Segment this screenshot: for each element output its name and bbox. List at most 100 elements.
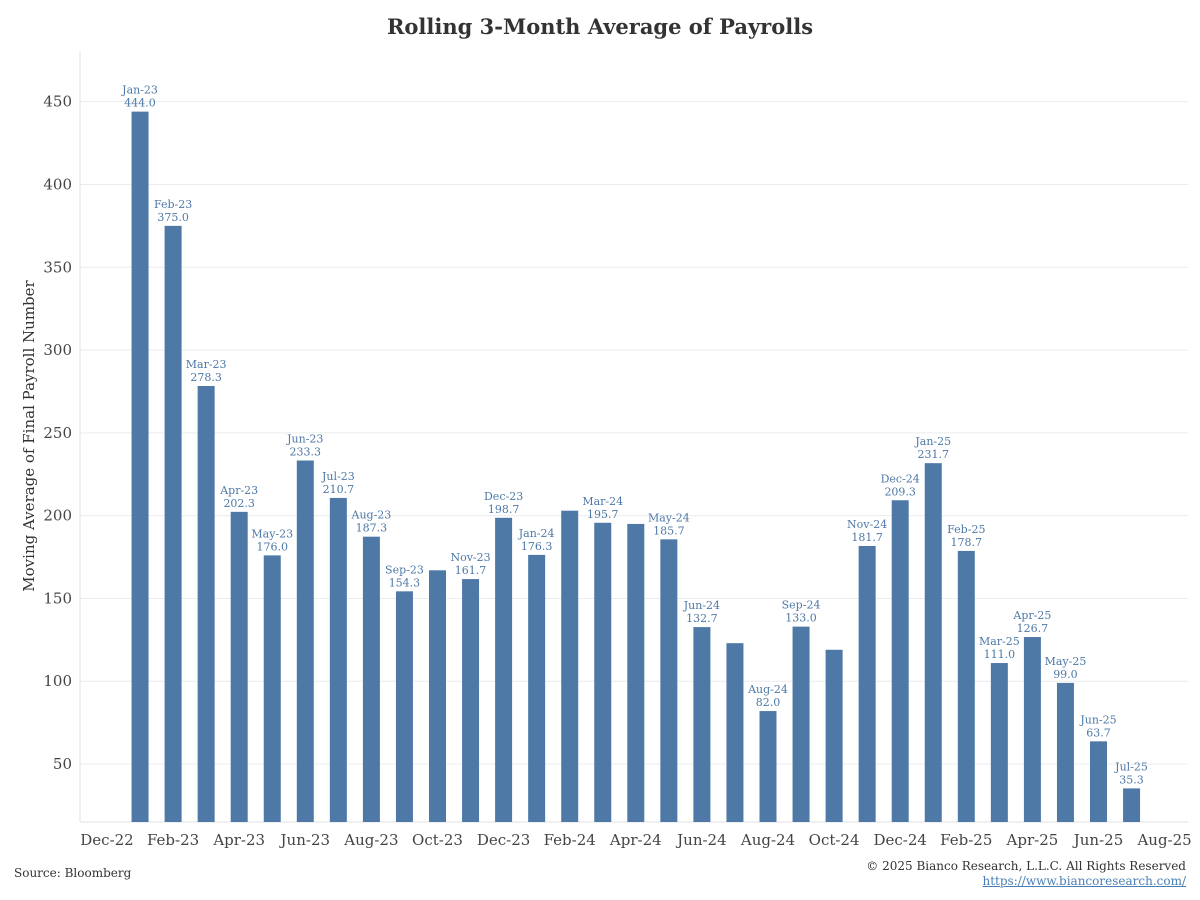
data-label-value: 82.0 <box>756 696 781 709</box>
data-label-category: Mar-24 <box>582 495 623 508</box>
bar-feb-24 <box>561 510 579 822</box>
bar-feb-25 <box>957 550 975 822</box>
bar-aug-23 <box>362 536 380 822</box>
bar-jul-23 <box>329 497 347 822</box>
bar-apr-24 <box>627 523 645 822</box>
data-label-value: 161.7 <box>455 564 487 577</box>
data-label-category: Mar-25 <box>979 635 1020 648</box>
x-tick-label: Feb-24 <box>544 831 596 849</box>
data-label-value: 176.0 <box>257 540 289 553</box>
bar-jun-23 <box>296 460 314 822</box>
y-tick-label: 50 <box>53 755 72 773</box>
data-label-category: Jan-23 <box>121 84 158 97</box>
data-label-category: May-24 <box>648 511 690 524</box>
x-tick-label: Aug-23 <box>343 831 398 849</box>
data-label-value: 231.7 <box>918 448 950 461</box>
data-label-category: Nov-24 <box>847 518 887 531</box>
data-label-category: Dec-23 <box>484 490 523 503</box>
data-label-value: 210.7 <box>323 483 355 496</box>
x-tick-label: Aug-24 <box>740 831 795 849</box>
data-label-category: Jun-25 <box>1079 713 1116 726</box>
y-tick-label: 250 <box>43 424 72 442</box>
bar-sep-24 <box>792 626 810 822</box>
bar-nov-24 <box>858 545 876 822</box>
bar-dec-24 <box>891 500 909 822</box>
data-label-value: 35.3 <box>1119 773 1144 786</box>
x-tick-label: Apr-23 <box>212 831 265 849</box>
data-label-value: 278.3 <box>190 371 222 384</box>
x-tick-label: Oct-24 <box>809 831 860 849</box>
x-tick-label: Feb-23 <box>147 831 199 849</box>
bar-feb-23 <box>164 225 182 822</box>
data-label-value: 154.3 <box>389 576 421 589</box>
data-label-category: Jul-25 <box>1114 760 1148 773</box>
y-tick-label: 100 <box>43 672 72 690</box>
data-label-value: 233.3 <box>290 446 322 459</box>
data-label-value: 133.0 <box>785 612 817 625</box>
data-labels: Jan-23444.0Feb-23375.0Mar-23278.3Apr-232… <box>121 84 1148 787</box>
bar-dec-23 <box>495 517 513 822</box>
copyright-note: © 2025 Bianco Research, L.L.C. All Right… <box>866 859 1186 873</box>
x-tick-label: Aug-25 <box>1136 831 1191 849</box>
bar-sep-23 <box>395 591 413 822</box>
bar-oct-23 <box>429 570 446 822</box>
bar-mar-23 <box>197 385 215 822</box>
x-tick-label: Apr-24 <box>609 831 662 849</box>
data-label-value: 99.0 <box>1053 668 1078 681</box>
x-tick-label: Dec-24 <box>873 831 926 849</box>
data-label-category: Dec-24 <box>881 472 920 485</box>
data-label-value: 111.0 <box>984 648 1016 661</box>
bar-apr-25 <box>1023 637 1041 822</box>
y-tick-label: 150 <box>43 589 72 607</box>
y-axis-label: Moving Average of Final Payroll Number <box>20 279 38 591</box>
y-tick-label: 400 <box>43 175 72 193</box>
data-label-category: Aug-23 <box>351 509 392 522</box>
data-label-category: Jun-24 <box>683 599 720 612</box>
website-link[interactable]: https://www.biancoresearch.com/ <box>982 874 1186 888</box>
data-label-value: 178.7 <box>951 536 983 549</box>
x-tick-label: Feb-25 <box>940 831 992 849</box>
bar-jan-24 <box>528 554 546 822</box>
data-label-category: Feb-23 <box>154 198 192 211</box>
data-label-value: 444.0 <box>124 97 156 110</box>
bars <box>131 111 1141 822</box>
x-tick-label: Jun-23 <box>279 831 331 849</box>
data-label-value: 375.0 <box>157 211 189 224</box>
data-label-value: 187.3 <box>356 522 388 535</box>
data-label-value: 195.7 <box>587 508 619 521</box>
data-label-category: Apr-25 <box>1012 609 1051 622</box>
data-label-category: Jun-23 <box>286 433 323 446</box>
x-tick-label: Dec-23 <box>477 831 530 849</box>
source-note: Source: Bloomberg <box>14 866 132 880</box>
data-label-category: May-25 <box>1045 655 1087 668</box>
data-label-value: 132.7 <box>686 612 718 625</box>
bar-jul-25 <box>1123 788 1141 822</box>
bar-jun-24 <box>693 627 711 822</box>
data-label-value: 181.7 <box>851 531 883 544</box>
bar-may-24 <box>660 539 678 822</box>
x-axis-ticks: Dec-22 Feb-23 Apr-23 Jun-23 Aug-23 Oct-23 Dec-… <box>80 831 1191 849</box>
bar-jul-24 <box>726 643 744 822</box>
bar-aug-24 <box>759 711 777 822</box>
data-label-category: Jan-24 <box>518 527 555 540</box>
bar-jan-25 <box>924 463 942 822</box>
x-tick-label: Jun-25 <box>1072 831 1124 849</box>
data-label-category: May-23 <box>251 527 293 540</box>
data-label-value: 198.7 <box>488 503 520 516</box>
data-label-value: 126.7 <box>1017 622 1049 635</box>
data-label-category: Jul-23 <box>321 470 355 483</box>
data-label-category: Sep-23 <box>385 563 424 576</box>
data-label-value: 63.7 <box>1086 726 1111 739</box>
x-tick-label: Apr-25 <box>1006 831 1059 849</box>
data-label-value: 185.7 <box>653 524 685 537</box>
data-label-value: 209.3 <box>884 485 916 498</box>
x-tick-label: Dec-22 <box>80 831 133 849</box>
x-tick-label: Oct-23 <box>412 831 463 849</box>
bar-mar-24 <box>594 522 612 822</box>
bar-jun-25 <box>1090 741 1107 822</box>
data-label-value: 202.3 <box>223 497 255 510</box>
x-tick-label: Jun-24 <box>675 831 727 849</box>
y-tick-label: 350 <box>43 258 72 276</box>
data-label-category: Apr-23 <box>219 484 258 497</box>
data-label-category: Nov-23 <box>450 551 490 564</box>
